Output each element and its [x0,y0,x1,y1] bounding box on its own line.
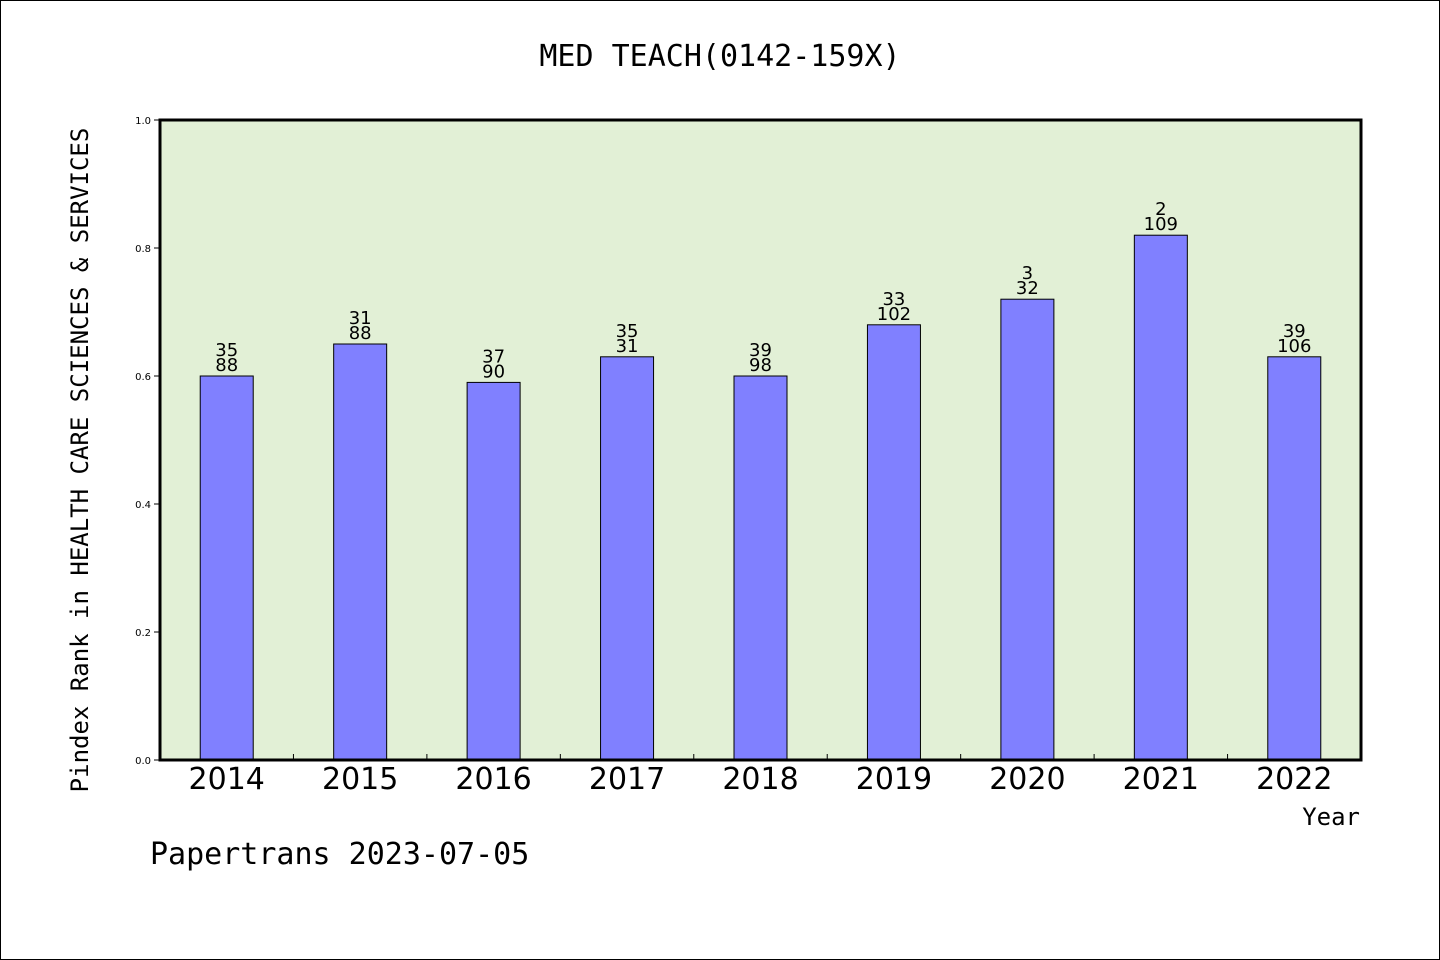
bar-2014 [199,375,254,761]
bar-2017 [600,356,655,761]
x-tick-label-2022: 2022 [1256,762,1332,797]
x-axis: 2014 2015 2016 2017 2018 2019 2020 2021 2022 [189,754,1332,797]
y-axis: 0.0 0.2 0.4 0.6 0.8 1.0 [135,116,160,767]
rank-label-2017: 35 [616,321,639,342]
y-tick-label-0.8: 0.8 [135,244,151,255]
rank-label-2016: 37 [482,346,505,367]
total-label-2016: 90 [482,361,505,382]
x-tick-label-2017: 2017 [589,762,665,797]
rank-label-2019: 33 [882,289,905,310]
total-label-2018: 98 [749,355,772,376]
x-tick-label-2015: 2015 [322,762,398,797]
y-axis-label: Pindex Rank in HEALTH CARE SCIENCES & SE… [66,128,94,793]
y-tick-label-0.0: 0.0 [135,756,151,767]
x-axis-label: Year [1302,803,1360,831]
rank-label-2021: 2 [1155,199,1166,220]
bar-2018 [733,375,788,761]
plot-border [158,118,1363,762]
bar-2021 [1133,234,1188,761]
total-label-2015: 88 [349,323,372,344]
bar-2015 [333,343,388,761]
rank-label-2022: 39 [1283,321,1306,342]
total-label-2021: 109 [1144,214,1178,235]
bar-2016 [466,381,521,761]
rank-label-2014: 35 [215,340,238,361]
total-label-2019: 102 [877,304,911,325]
x-tick-label-2016: 2016 [455,762,531,797]
y-tick-label-0.4: 0.4 [135,500,151,511]
x-tick-label-2020: 2020 [989,762,1065,797]
bar-2019 [866,324,921,761]
rank-label-2018: 39 [749,340,772,361]
x-tick-label-2021: 2021 [1123,762,1199,797]
bar-2020 [1000,298,1055,761]
y-tick-label-1.0: 1.0 [135,116,151,127]
bars-group [199,234,1322,761]
rank-label-2015: 31 [349,308,372,329]
x-tick-label-2018: 2018 [722,762,798,797]
rank-label-2020: 3 [1022,263,1033,284]
x-tick-label-2014: 2014 [189,762,265,797]
footer-watermark: Papertrans 2023-07-05 [150,837,529,872]
x-tick-label-2019: 2019 [856,762,932,797]
y-tick-label-0.6: 0.6 [135,372,151,383]
total-label-2020: 32 [1016,278,1039,299]
chart-title: MED TEACH(0142-159X) [539,39,900,74]
y-tick-label-0.2: 0.2 [135,628,151,639]
total-label-2022: 106 [1277,336,1311,357]
total-label-2014: 88 [215,355,238,376]
total-label-2017: 31 [616,336,639,357]
bar-2022 [1267,356,1322,761]
